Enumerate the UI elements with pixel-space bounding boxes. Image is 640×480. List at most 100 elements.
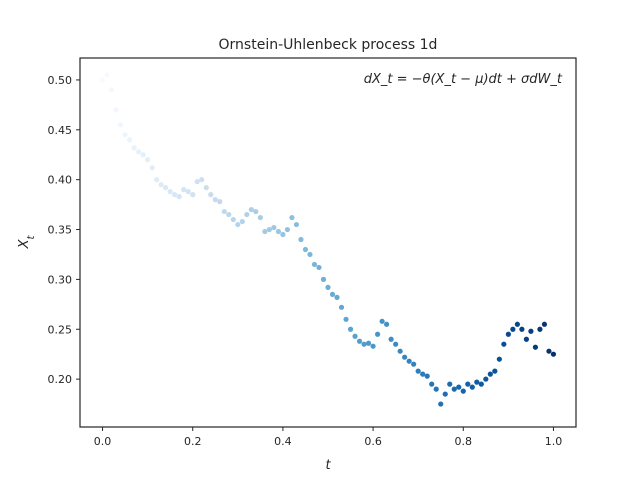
- data-point: [127, 137, 133, 143]
- data-point: [424, 373, 430, 379]
- x-tick-label: 1.0: [545, 435, 563, 448]
- data-point: [523, 336, 530, 342]
- data-point: [496, 356, 502, 362]
- data-point: [212, 197, 218, 203]
- data-point: [397, 348, 403, 354]
- y-tick-label: 0.35: [48, 224, 73, 237]
- data-point: [474, 379, 480, 385]
- chart-title: Ornstein-Uhlenbeck process 1d: [219, 37, 438, 53]
- data-point: [163, 185, 169, 191]
- data-point: [203, 185, 209, 191]
- data-point: [478, 381, 484, 387]
- data-point: [442, 391, 448, 397]
- data-point: [532, 344, 539, 350]
- data-point: [172, 192, 178, 198]
- data-point: [136, 149, 142, 155]
- data-point: [194, 179, 200, 185]
- data-point: [541, 321, 548, 327]
- y-axis-ticks: 0.20 0.25 0.30 0.35 0.40 0.45 0.50: [48, 74, 80, 386]
- data-point: [433, 386, 439, 392]
- x-tick-label: 0.8: [455, 435, 473, 448]
- data-point: [438, 401, 444, 407]
- data-point: [99, 77, 106, 83]
- data-point: [113, 107, 119, 113]
- y-tick-label: 0.45: [48, 124, 73, 137]
- data-points: [99, 72, 557, 407]
- data-point: [361, 341, 367, 347]
- data-point: [167, 189, 173, 195]
- data-point: [469, 384, 475, 390]
- data-point: [415, 368, 421, 374]
- data-point: [190, 192, 196, 198]
- data-point: [266, 226, 272, 233]
- data-point: [505, 331, 511, 337]
- x-tick-label: 0.6: [364, 435, 382, 448]
- data-point: [257, 214, 263, 221]
- data-point: [154, 177, 160, 183]
- y-tick-label: 0.20: [48, 373, 73, 386]
- data-point: [217, 199, 223, 205]
- data-point: [456, 384, 462, 390]
- data-point: [199, 177, 205, 183]
- data-point: [501, 341, 507, 347]
- data-point: [311, 261, 318, 268]
- data-point: [320, 276, 327, 282]
- data-point: [420, 371, 426, 377]
- data-point: [325, 284, 331, 290]
- data-point: [460, 388, 466, 394]
- data-point: [284, 226, 291, 233]
- data-point: [221, 208, 227, 215]
- data-point: [248, 206, 254, 213]
- y-tick-label: 0.25: [48, 323, 73, 336]
- data-point: [262, 228, 268, 235]
- data-point: [483, 376, 489, 382]
- data-point: [226, 211, 232, 218]
- y-tick-label: 0.40: [48, 174, 73, 187]
- data-point: [393, 341, 399, 347]
- data-point: [293, 221, 300, 228]
- data-point: [271, 224, 277, 231]
- data-point: [181, 187, 187, 193]
- data-point: [370, 343, 376, 349]
- data-point: [307, 251, 313, 258]
- data-point: [208, 192, 214, 198]
- x-axis-ticks: 0.0 0.2 0.4 0.6 0.8 1.0: [94, 427, 562, 448]
- x-tick-label: 0.0: [94, 435, 112, 448]
- data-point: [379, 318, 385, 324]
- data-point: [365, 340, 372, 346]
- data-point: [451, 386, 457, 392]
- data-point: [176, 194, 182, 200]
- y-axis-label-subscript: t: [26, 235, 37, 240]
- data-point: [298, 236, 304, 243]
- data-point: [117, 122, 124, 128]
- data-point: [375, 331, 381, 337]
- data-point: [546, 348, 552, 354]
- y-tick-label: 0.50: [48, 74, 73, 87]
- data-point: [343, 316, 349, 322]
- data-point: [302, 246, 309, 253]
- data-point: [384, 321, 390, 327]
- data-point: [338, 304, 345, 310]
- data-point: [537, 326, 543, 332]
- data-point: [465, 381, 471, 387]
- data-point: [149, 165, 155, 171]
- data-point: [230, 216, 236, 223]
- data-point: [487, 371, 493, 377]
- data-point: [108, 87, 115, 93]
- data-point: [275, 228, 281, 235]
- data-point: [510, 326, 516, 332]
- x-tick-label: 0.4: [274, 435, 292, 448]
- data-point: [289, 214, 295, 221]
- data-point: [411, 361, 417, 367]
- data-point: [253, 208, 259, 215]
- data-point: [356, 338, 363, 344]
- data-point: [514, 321, 520, 327]
- data-point: [550, 351, 557, 357]
- data-point: [104, 72, 110, 78]
- data-point: [519, 326, 525, 332]
- x-axis-label: t: [325, 458, 331, 473]
- data-point: [347, 326, 354, 332]
- data-point: [145, 157, 151, 163]
